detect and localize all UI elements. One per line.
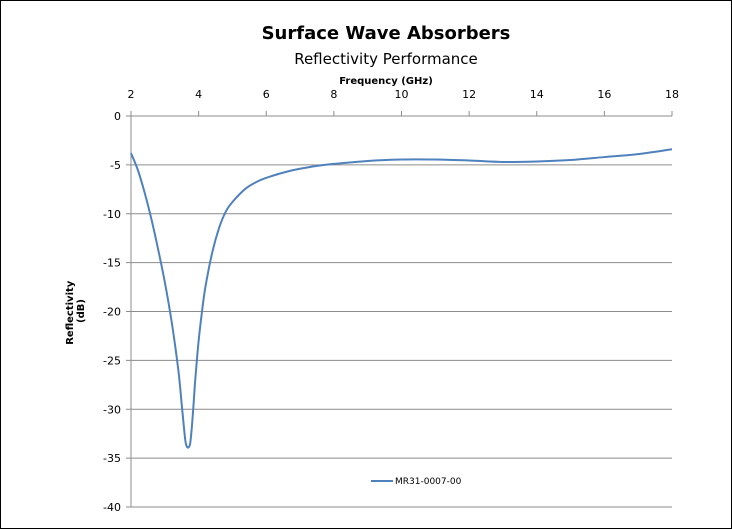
y-tick-label: -5: [110, 159, 121, 172]
x-tick-label: 8: [330, 88, 337, 101]
y-tick-label: -10: [103, 208, 121, 221]
series-layer: [130, 148, 673, 449]
tick-labels: 0 -5 -10 -15 -20 -25 -30 -35 -40 2 4 6 8 10 12 14 16 18: [103, 88, 679, 514]
series-line-mr31-0007-00: [130, 148, 673, 449]
y-tick-label: -25: [103, 354, 121, 367]
y-tick-label: -15: [103, 257, 121, 270]
x-tick-label: 16: [597, 88, 611, 101]
x-tick-label: 10: [395, 88, 409, 101]
x-tick-label: 4: [195, 88, 202, 101]
chart-subtitle: Reflectivity Performance: [294, 50, 478, 68]
y-tick-label: -40: [103, 501, 121, 514]
legend-label: MR31-0007-00: [395, 477, 462, 487]
y-tick-label: -30: [103, 403, 121, 416]
y-axis-title-line-1: Reflectivity: [65, 280, 76, 345]
x-tick-label: 18: [665, 88, 679, 101]
y-tick-label: -20: [103, 306, 121, 319]
x-tick-label: 6: [263, 88, 270, 101]
x-tick-label: 2: [128, 88, 135, 101]
x-tick-label: 12: [462, 88, 476, 101]
chart-title: Surface Wave Absorbers: [262, 23, 511, 44]
y-axis-title-line-2: (dB): [76, 299, 87, 323]
x-tick-label: 14: [530, 88, 544, 101]
gridlines: [131, 164, 672, 508]
y-axis-title: Reflectivity (dB): [65, 277, 87, 345]
y-tick-label: 0: [114, 110, 121, 123]
x-axis-title: Frequency (GHz): [339, 76, 433, 87]
legend: MR31-0007-00: [371, 477, 462, 487]
axes: [126, 111, 673, 508]
y-tick-label: -35: [103, 452, 121, 465]
